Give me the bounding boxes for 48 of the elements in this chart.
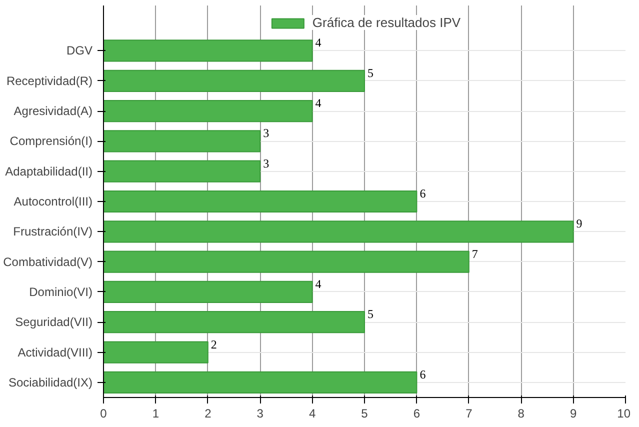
bar <box>104 250 470 273</box>
y-tick-label: DGV <box>66 44 93 58</box>
bar <box>104 341 208 364</box>
y-tick-label: Combatividad(V) <box>3 254 93 269</box>
y-tick-label: Frustración(IV) <box>13 224 93 239</box>
y-tick-label: Seguridad(VII) <box>15 315 93 330</box>
x-tick-label: 7 <box>466 406 473 420</box>
bar <box>104 220 574 243</box>
data-label: 2 <box>210 337 217 352</box>
bar <box>104 130 261 152</box>
y-tick-label: Actividad(VIII) <box>18 345 93 360</box>
data-label: 5 <box>368 307 374 322</box>
y-tick-label: Receptividad(R) <box>6 74 93 88</box>
legend-label: Gráfica de resultados IPV <box>312 15 461 30</box>
y-tick-label: Adaptabilidad(II) <box>5 164 93 178</box>
x-tick-label: 5 <box>361 406 368 420</box>
data-label: 7 <box>472 246 478 261</box>
x-tick-label: 4 <box>308 406 316 420</box>
x-tick-label: 0 <box>100 406 108 420</box>
data-label: 9 <box>576 216 582 231</box>
y-tick-label: Autocontrol(III) <box>14 194 93 208</box>
bar <box>104 70 365 92</box>
bar <box>104 100 313 122</box>
bar <box>104 371 418 394</box>
data-label: 6 <box>420 186 426 200</box>
bar <box>104 160 261 182</box>
y-tick-label: Comprensión(I) <box>10 134 93 148</box>
data-label: 5 <box>368 66 374 80</box>
bar <box>104 190 418 213</box>
x-tick-label: 3 <box>256 406 264 420</box>
bar <box>104 311 365 334</box>
y-tick-label: Dominio(VI) <box>29 284 93 299</box>
data-label: 6 <box>420 367 426 382</box>
x-tick-label: 2 <box>204 406 212 420</box>
x-tick-label: 9 <box>570 406 577 420</box>
x-tick-label: 10 <box>617 406 631 420</box>
data-label: 4 <box>315 276 322 291</box>
y-tick-label: Sociabilidad(IX) <box>8 375 93 390</box>
y-tick-label: Agresividad(A) <box>14 104 93 118</box>
x-tick-label: 6 <box>413 406 420 420</box>
data-label: 4 <box>315 96 322 110</box>
x-tick-label: 1 <box>152 406 160 420</box>
bar <box>104 280 313 304</box>
data-label: 3 <box>263 156 270 170</box>
bar <box>104 40 313 62</box>
data-label: 4 <box>315 36 322 50</box>
data-label: 3 <box>263 126 270 140</box>
x-tick-label: 8 <box>518 406 525 420</box>
